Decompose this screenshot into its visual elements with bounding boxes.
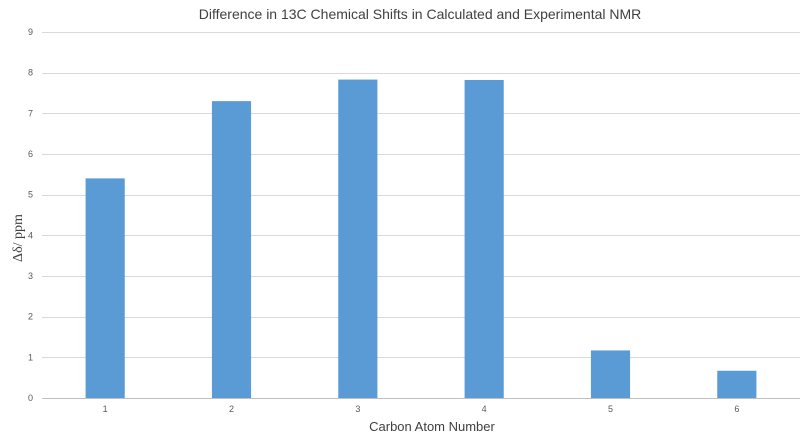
x-tick-label: 3 bbox=[355, 404, 360, 414]
y-tick-label: 7 bbox=[28, 108, 33, 118]
y-tick-label: 5 bbox=[28, 190, 33, 200]
x-tick-label: 1 bbox=[103, 404, 108, 414]
x-tick-label: 2 bbox=[229, 404, 234, 414]
y-tick-label: 1 bbox=[28, 352, 33, 362]
gridlines bbox=[42, 32, 800, 358]
x-tick-label: 6 bbox=[734, 404, 739, 414]
bar-carbon-3 bbox=[338, 79, 378, 398]
bar-carbon-5 bbox=[590, 350, 631, 398]
y-tick-label: 3 bbox=[28, 271, 33, 281]
bar-carbon-1 bbox=[85, 178, 125, 398]
x-axis-label: Carbon Atom Number bbox=[369, 419, 495, 434]
y-tick-label: 2 bbox=[28, 312, 33, 322]
y-axis-label: Δδ/ ppm bbox=[11, 214, 26, 262]
x-tick-label: 5 bbox=[608, 404, 613, 414]
x-tick-label: 4 bbox=[482, 404, 487, 414]
y-tick-label: 4 bbox=[28, 230, 33, 240]
y-tick-label: 6 bbox=[28, 149, 33, 159]
y-tick-label: 9 bbox=[28, 27, 33, 37]
bar-carbon-6 bbox=[717, 370, 757, 398]
x-axis-tick-labels: 1 2 3 4 5 6 bbox=[103, 404, 740, 414]
y-tick-label: 0 bbox=[28, 393, 33, 403]
bars bbox=[85, 79, 757, 398]
y-axis-tick-labels: 0 1 2 3 4 5 6 7 8 9 bbox=[28, 27, 33, 403]
chart-title: Difference in 13C Chemical Shifts in Cal… bbox=[199, 6, 642, 22]
bar-carbon-2 bbox=[211, 101, 252, 398]
bar-carbon-4 bbox=[464, 79, 504, 398]
y-tick-label: 8 bbox=[28, 68, 33, 78]
